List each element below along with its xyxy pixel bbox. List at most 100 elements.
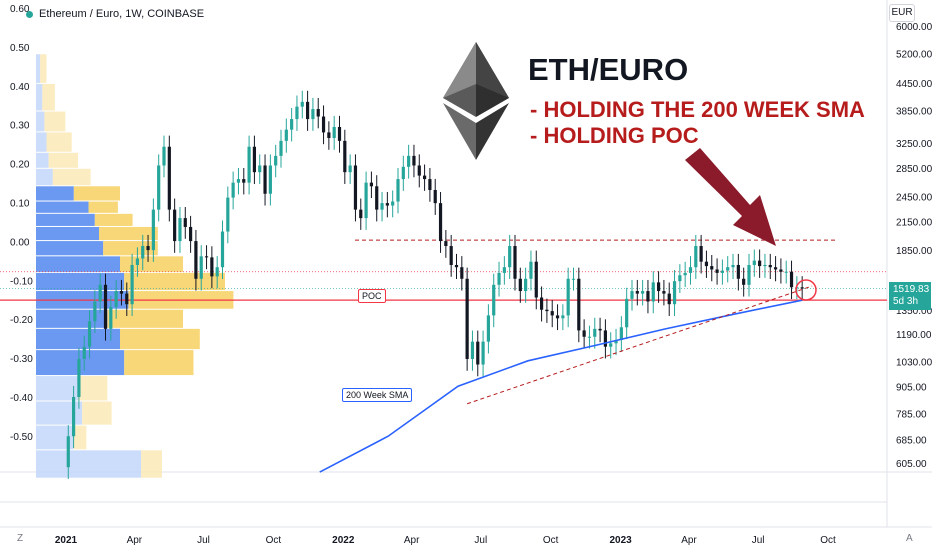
candle-body [417, 165, 421, 176]
x-axis-tick-label: 2023 [609, 535, 632, 546]
candle-body [598, 328, 602, 331]
symbol-line: Ethereum / Euro, 1W, COINBASE [39, 8, 205, 20]
right-axis-tick-label: 1030.00 [896, 358, 932, 369]
candle-body [529, 261, 533, 279]
right-axis-tick-label: 4450.00 [896, 79, 932, 90]
volume-profile-sell-bar [124, 350, 194, 376]
volume-profile-sell-bar [141, 450, 162, 478]
volume-profile-buy-bar [36, 241, 104, 256]
candle-body [731, 264, 735, 268]
volume-profile-sell-bar [40, 54, 47, 83]
volume-profile-buy-bar [36, 152, 49, 168]
left-axis-tick-label: 0.50 [10, 43, 30, 54]
candle-body [231, 182, 235, 198]
candle-body [321, 116, 326, 133]
right-axis-tick-label: 785.00 [896, 409, 927, 420]
candle-body [359, 209, 363, 219]
candle-body [513, 246, 517, 279]
candle-body [300, 101, 304, 107]
candle-body [773, 267, 778, 270]
corner-right-label[interactable]: A [906, 533, 913, 544]
currency-badge[interactable]: EUR [889, 4, 915, 22]
volume-profile-buy-bar [36, 272, 125, 291]
x-axis-tick-label: Jul [474, 535, 487, 546]
volume-profile-sell-bar [99, 226, 158, 241]
volume-profile-sell-bar [46, 132, 72, 152]
candle-body [619, 327, 623, 341]
candle-body [119, 291, 124, 294]
candle-body [492, 284, 496, 316]
candle-body [151, 209, 155, 251]
candle-body [87, 321, 92, 347]
ethereum-diamond-icon [443, 42, 509, 160]
candle-body [215, 267, 219, 277]
volume-profile-buy-bar [36, 186, 74, 201]
chart-header: Ethereum / Euro, 1W, COINBASE [26, 8, 204, 20]
candle-body [662, 291, 666, 294]
candles [66, 90, 804, 479]
right-axis-tick-label: 1350.00 [896, 306, 932, 317]
candle-body [710, 266, 714, 270]
volume-profile-sell-bar [82, 401, 112, 425]
candle-body [555, 315, 560, 319]
candle-body [173, 209, 177, 242]
poc-label: POC [358, 289, 386, 303]
candle-body [114, 291, 118, 307]
candle-body [656, 282, 661, 292]
candle-body [337, 126, 342, 141]
candle-body [290, 119, 294, 130]
volume-profile-buy-bar [36, 401, 83, 425]
candle-body [210, 257, 214, 277]
sma-200w-line [319, 299, 803, 473]
volume-profile [36, 54, 234, 478]
candle-body [736, 264, 740, 279]
candle-body [768, 264, 772, 268]
volume-profile-buy-bar [36, 213, 95, 226]
candle-body [263, 165, 267, 194]
candle-body [433, 189, 437, 204]
candle-body [593, 328, 597, 337]
candle-body [327, 132, 331, 139]
left-axis-tick-label: 0.40 [10, 82, 30, 93]
candle-body [630, 291, 634, 299]
right-axis-tick-label: 2450.00 [896, 193, 932, 204]
candle-body [401, 166, 405, 180]
volume-profile-buy-bar [36, 201, 89, 213]
candle-body [242, 179, 246, 183]
candle-body [188, 226, 193, 242]
right-axis-tick-label: 685.00 [896, 435, 927, 446]
volume-profile-sell-bar [94, 213, 133, 226]
volume-profile-buy-bar [36, 450, 141, 478]
candle-body [800, 287, 804, 289]
candle-body [694, 246, 698, 268]
candle-body [747, 264, 751, 285]
candle-body [641, 291, 645, 294]
candle-body [268, 165, 272, 194]
volume-profile-sell-bar [107, 309, 183, 328]
right-axis-tick-label: 905.00 [896, 382, 927, 393]
candle-body [412, 155, 416, 166]
right-axis-tick-label: 3850.00 [896, 107, 932, 118]
corner-left-label[interactable]: Z [17, 533, 24, 544]
x-axis-tick-label: Oct [820, 535, 836, 546]
x-axis-tick-label: Jul [197, 535, 210, 546]
candle-body [343, 140, 347, 173]
candle-body [454, 264, 459, 268]
candle-body [109, 306, 113, 329]
candle-body [385, 203, 389, 206]
volume-profile-sell-bar [73, 186, 120, 201]
candle-body [465, 278, 469, 359]
candle-body [194, 241, 198, 279]
candle-body [550, 311, 554, 316]
volume-profile-sell-bar [78, 376, 108, 401]
candle-body [391, 201, 395, 206]
candle-body [295, 106, 299, 120]
red-arrow [685, 148, 776, 246]
candle-body [71, 397, 76, 437]
sma-label: 200 Week SMA [342, 388, 413, 402]
candle-body [784, 271, 788, 273]
candle-body [571, 278, 576, 280]
candle-body [162, 146, 166, 166]
candle-body [274, 155, 278, 166]
